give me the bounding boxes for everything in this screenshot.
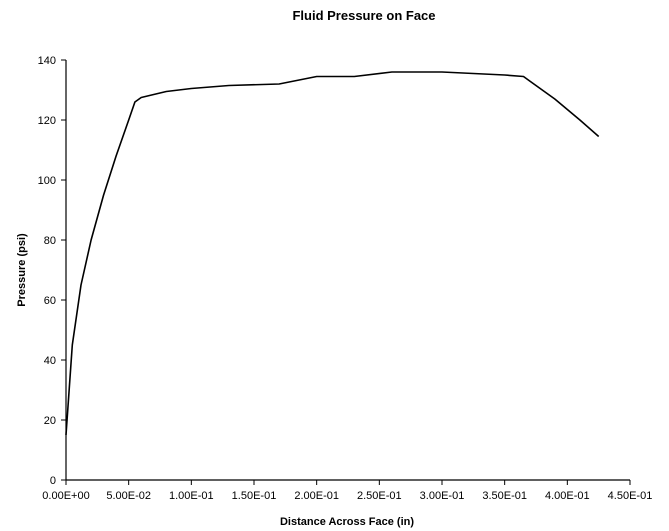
y-tick-label: 80 — [44, 235, 56, 247]
y-tick-label: 0 — [50, 475, 56, 487]
x-tick-label: 4.50E-01 — [608, 490, 653, 502]
y-tick-label: 20 — [44, 415, 56, 427]
y-tick-label: 100 — [38, 175, 56, 187]
y-tick-label: 120 — [38, 115, 56, 127]
y-axis-title: Pressure (psi) — [16, 233, 28, 307]
x-tick-label: 0.00E+00 — [42, 490, 89, 502]
x-tick-label: 1.00E-01 — [169, 490, 214, 502]
x-ticks: 0.00E+00 5.00E-02 1.00E-01 1.50E-01 2.00E-01… — [42, 480, 652, 502]
x-axis-title: Distance Across Face (in) — [280, 516, 414, 528]
x-tick-label: 3.50E-01 — [482, 490, 527, 502]
x-tick-label: 1.50E-01 — [232, 490, 277, 502]
x-tick-label: 2.00E-01 — [294, 490, 339, 502]
y-tick-label: 140 — [38, 55, 56, 67]
x-tick-label: 5.00E-02 — [106, 490, 151, 502]
chart-title: Fluid Pressure on Face — [292, 8, 435, 23]
series-line — [65, 71, 600, 436]
x-tick-label: 3.00E-01 — [420, 490, 465, 502]
y-ticks: 0 20 40 60 80 100 120 140 — [38, 55, 66, 487]
x-tick-label: 2.50E-01 — [357, 490, 402, 502]
y-tick-label: 60 — [44, 295, 56, 307]
y-tick-label: 40 — [44, 355, 56, 367]
x-tick-label: 4.00E-01 — [545, 490, 590, 502]
